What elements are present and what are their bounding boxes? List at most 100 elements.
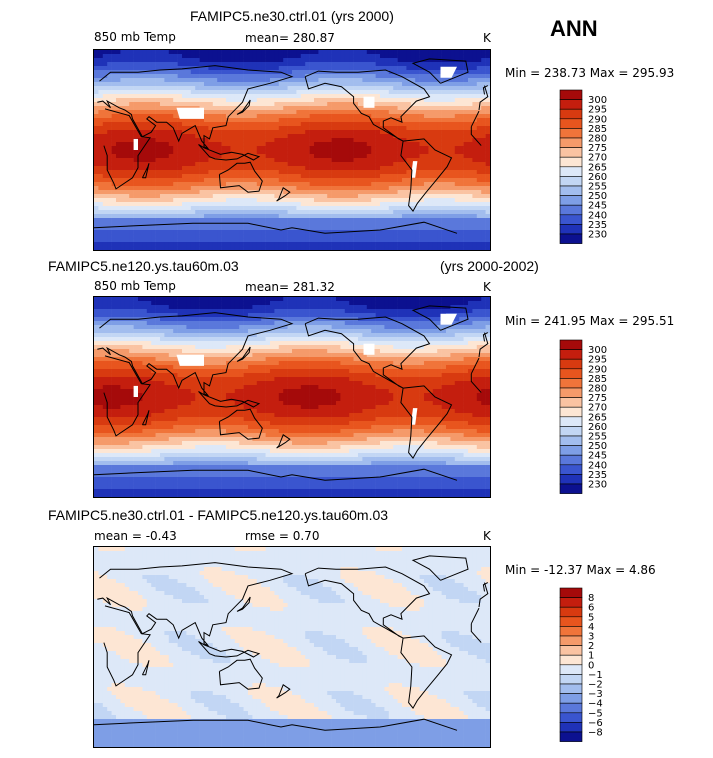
map-cell (481, 122, 486, 127)
map-cell (102, 230, 108, 235)
map-cell (239, 138, 244, 143)
map-cell (146, 174, 152, 179)
map-cell (450, 297, 456, 302)
map-cell (208, 230, 214, 235)
map-cell (428, 70, 434, 75)
map-cell (476, 242, 482, 247)
map-cell (300, 206, 306, 211)
map-cell (366, 62, 372, 67)
map-cell (120, 50, 126, 55)
map-cell (415, 198, 420, 203)
map-cell (349, 301, 354, 306)
map-cell (252, 246, 258, 250)
map-cell (168, 218, 174, 223)
map-cell (318, 174, 324, 179)
map-cell (111, 58, 117, 63)
map-cell (274, 82, 280, 87)
map-cell (380, 309, 385, 314)
map-cell (397, 146, 403, 151)
map-cell (234, 309, 240, 314)
panel2-variable-label: 850 mb Temp (94, 279, 176, 293)
map-cell (261, 58, 266, 63)
map-cell (437, 198, 442, 203)
map-cell (146, 218, 152, 223)
map-cell (344, 170, 350, 175)
map-cell (190, 202, 196, 207)
map-cell (173, 70, 178, 75)
map-cell (204, 90, 209, 95)
map-cell (309, 194, 315, 199)
map-cell (441, 118, 447, 123)
map-cell (349, 102, 354, 107)
map-cell (375, 162, 381, 167)
map-cell (437, 114, 442, 119)
map-cell (424, 150, 429, 155)
map-cell (463, 214, 469, 219)
map-cell (195, 166, 200, 171)
map-cell (296, 166, 302, 171)
map-cell (107, 86, 112, 91)
map-cell (336, 106, 341, 111)
map-cell (476, 198, 482, 203)
map-cell (217, 242, 222, 247)
map-cell (380, 202, 385, 207)
map-cell (160, 126, 165, 131)
map-cell (248, 74, 253, 79)
map-cell (358, 206, 363, 211)
map-cell (336, 166, 341, 171)
map-cell (116, 202, 121, 207)
map-cell (256, 110, 262, 115)
map-cell (287, 54, 293, 59)
map-cell (349, 246, 354, 250)
map-cell (358, 138, 363, 143)
map-cell (402, 198, 407, 203)
map-cell (336, 305, 341, 310)
map-cell (168, 230, 174, 235)
map-cell (362, 182, 368, 187)
map-cell (234, 150, 240, 155)
map-cell (226, 238, 231, 243)
map-cell (221, 305, 227, 310)
map-cell (463, 246, 469, 250)
map-cell (296, 226, 302, 231)
map-cell (182, 146, 187, 151)
map-cell (366, 313, 372, 318)
map-cell (256, 170, 262, 175)
map-cell (314, 194, 319, 199)
map-cell (406, 301, 412, 306)
map-cell (476, 138, 482, 143)
map-cell (362, 146, 368, 151)
map-cell (331, 242, 337, 247)
map-cell (353, 166, 359, 171)
map-cell (230, 90, 236, 95)
map-cell (322, 202, 328, 207)
map-cell (410, 305, 416, 310)
map-cell (234, 186, 240, 191)
map-cell (182, 102, 187, 107)
map-cell (375, 102, 381, 107)
map-cell (450, 150, 456, 155)
map-cell (248, 186, 253, 191)
map-cell (98, 206, 104, 211)
map-cell (287, 246, 293, 250)
map-cell (410, 206, 416, 211)
map-cell (454, 146, 460, 151)
map-cell (102, 110, 108, 115)
map-cell (481, 202, 486, 207)
map-cell (331, 114, 337, 119)
map-cell (243, 54, 249, 59)
map-cell (243, 178, 249, 183)
map-cell (336, 182, 341, 187)
map-cell (217, 106, 222, 111)
map-cell (204, 110, 209, 115)
map-cell (296, 114, 302, 119)
map-cell (375, 70, 381, 75)
map-cell (226, 218, 231, 223)
map-cell (270, 246, 275, 250)
map-cell (102, 166, 108, 171)
map-cell (371, 238, 376, 243)
map-cell (186, 122, 192, 127)
map-cell (239, 54, 244, 59)
map-cell (318, 198, 324, 203)
map-cell (138, 126, 143, 131)
